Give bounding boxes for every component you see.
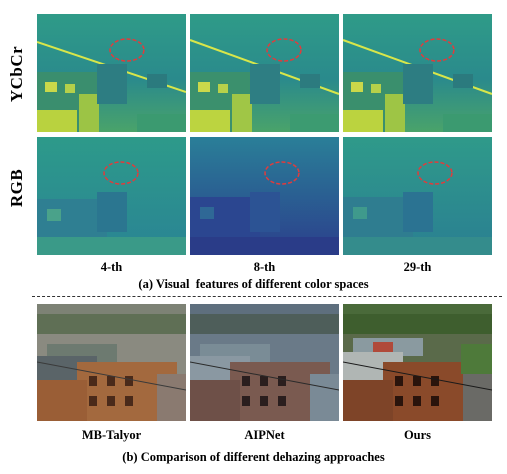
feature-map-rgb-4th bbox=[37, 137, 186, 255]
section-divider bbox=[32, 296, 502, 297]
column-label-29th: 29-th bbox=[403, 260, 432, 274]
result-image-mb-talyor bbox=[37, 304, 186, 421]
row-label-rgb: RGB bbox=[7, 168, 26, 208]
row-label-ycbcr: YCbCr bbox=[7, 45, 26, 103]
result-image-ours bbox=[343, 304, 492, 421]
caption-a: (a) Visual features of different color s… bbox=[138, 277, 369, 291]
result-image-aipnet bbox=[190, 304, 339, 421]
feature-map-ycbcr-4th bbox=[37, 14, 186, 132]
method-label-aipnet: AIPNet bbox=[244, 428, 285, 442]
column-label-8th: 8-th bbox=[253, 260, 276, 274]
feature-map-ycbcr-8th bbox=[190, 14, 339, 132]
method-label-mb-talyor: MB-Talyor bbox=[81, 428, 142, 442]
feature-map-rgb-8th bbox=[190, 137, 339, 255]
column-label-4th: 4-th bbox=[100, 260, 123, 274]
caption-b: (b) Comparison of different dehazing app… bbox=[122, 450, 385, 464]
feature-map-ycbcr-29th bbox=[343, 14, 492, 132]
method-label-ours: Ours bbox=[403, 428, 432, 442]
feature-map-rgb-29th bbox=[343, 137, 492, 255]
